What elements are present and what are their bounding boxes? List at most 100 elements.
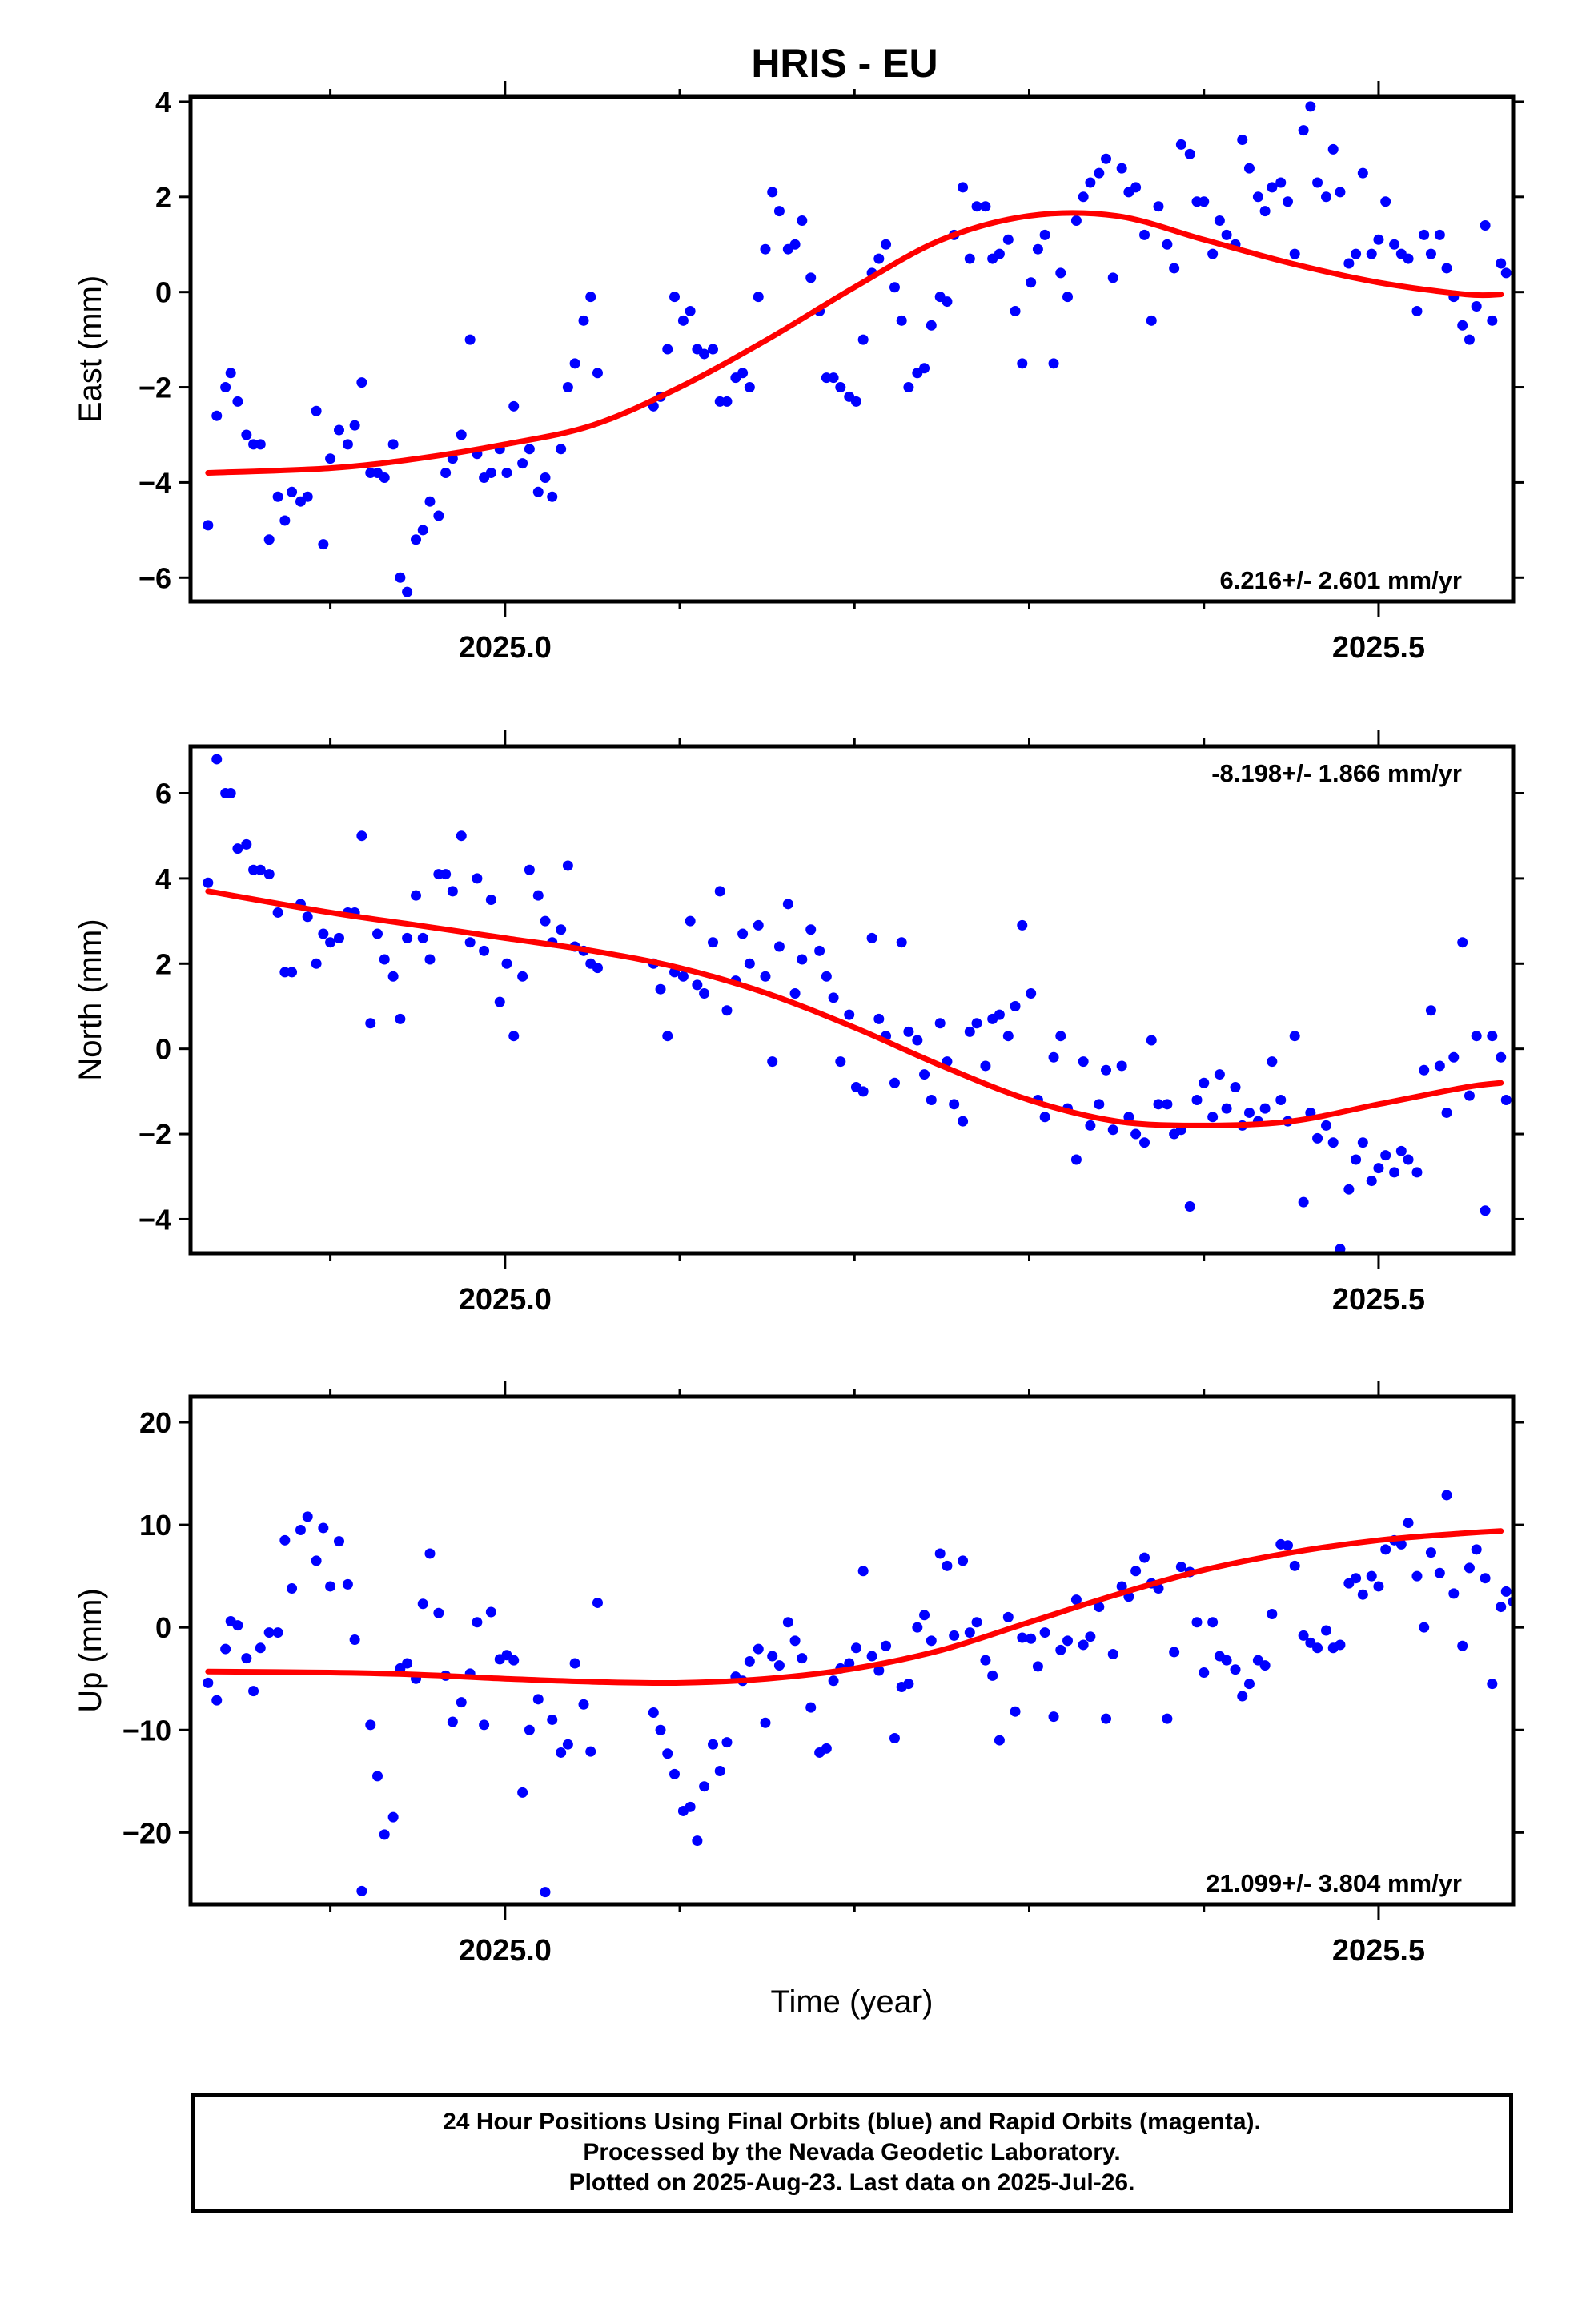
data-point <box>1184 1200 1195 1212</box>
data-point <box>402 586 413 597</box>
data-point <box>980 201 991 212</box>
data-point <box>699 988 710 999</box>
data-point <box>232 396 243 407</box>
data-point <box>433 510 444 521</box>
data-point <box>203 1677 214 1688</box>
data-point <box>1237 134 1248 145</box>
data-point <box>578 1699 589 1710</box>
data-point <box>1107 272 1118 283</box>
data-point <box>1002 1031 1014 1042</box>
data-point <box>1457 1640 1468 1651</box>
data-point <box>789 239 801 250</box>
data-point <box>669 292 680 303</box>
data-point <box>903 382 914 393</box>
data-point <box>1487 1679 1498 1690</box>
data-point <box>1441 263 1452 274</box>
data-point <box>1480 1573 1491 1584</box>
data-point <box>714 886 725 897</box>
data-point <box>1464 1090 1475 1101</box>
data-point <box>472 873 483 884</box>
y-tick-label: 6 <box>155 778 171 810</box>
data-point <box>1243 1679 1255 1690</box>
data-point <box>1259 206 1271 217</box>
data-point <box>1214 215 1225 227</box>
data-point <box>994 1735 1005 1746</box>
data-point <box>372 1771 383 1782</box>
data-point <box>1175 1562 1186 1573</box>
data-point <box>395 572 406 583</box>
data-point <box>1184 148 1195 159</box>
data-point <box>1169 263 1180 274</box>
data-point <box>903 1679 914 1690</box>
data-point <box>1267 1056 1278 1068</box>
data-point <box>744 1655 755 1667</box>
data-point <box>524 864 535 875</box>
data-point <box>692 979 703 991</box>
data-point <box>1480 1205 1491 1216</box>
data-point <box>1199 1077 1210 1088</box>
chart-title: HRIS - EU <box>751 41 938 86</box>
data-point <box>896 937 907 948</box>
data-point <box>1162 1099 1173 1110</box>
data-point <box>797 1653 808 1664</box>
data-point <box>980 1060 991 1072</box>
data-point <box>964 1026 975 1037</box>
data-point <box>387 1811 399 1823</box>
data-point <box>655 1724 666 1735</box>
data-point <box>1207 1112 1219 1123</box>
data-point <box>767 1056 778 1068</box>
data-point <box>556 924 567 935</box>
data-point <box>1230 1664 1241 1675</box>
data-point <box>737 928 749 939</box>
data-point <box>387 971 399 982</box>
rate-label: 21.099+/- 3.804 mm/yr <box>1206 1869 1462 1897</box>
fit-curve <box>205 888 1504 1128</box>
data-point <box>926 1095 937 1106</box>
plot-frame <box>188 1394 1516 1907</box>
data-point <box>263 1627 275 1638</box>
data-point <box>964 253 975 264</box>
data-point <box>508 1031 520 1042</box>
data-point <box>1434 1567 1445 1578</box>
data-point <box>287 967 298 978</box>
data-point <box>1380 196 1391 207</box>
data-point <box>225 788 236 799</box>
data-point <box>456 1697 467 1708</box>
panel-1: −6 −4 −2 0 2 4 2025.0 2025.5 East (mm) 6.216+/- 2… <box>73 81 1524 665</box>
y-axis-label: Up (mm) <box>73 1588 108 1713</box>
data-point <box>1312 1132 1323 1144</box>
data-point <box>994 248 1005 259</box>
data-point <box>1411 1570 1423 1582</box>
plot-frame <box>188 94 1516 604</box>
data-point <box>753 292 764 303</box>
data-point <box>447 1716 458 1727</box>
data-point <box>248 1686 259 1697</box>
data-point <box>1162 239 1173 250</box>
data-point <box>828 1675 839 1687</box>
data-point <box>1062 292 1074 303</box>
data-point <box>850 1642 861 1654</box>
data-point <box>1199 1667 1210 1679</box>
data-point <box>677 315 689 326</box>
data-point <box>844 1658 855 1669</box>
data-point <box>263 869 275 880</box>
data-point <box>1275 1095 1287 1106</box>
data-point <box>365 1719 376 1731</box>
data-point <box>464 937 476 948</box>
data-point <box>433 1607 444 1618</box>
plot-frame <box>188 744 1516 1256</box>
data-point <box>395 1013 406 1024</box>
data-point <box>1002 234 1014 245</box>
data-point <box>1403 1154 1414 1165</box>
data-point <box>1267 1609 1278 1620</box>
data-point <box>1305 101 1316 112</box>
data-point <box>225 368 236 379</box>
data-point <box>255 864 266 875</box>
data-point <box>279 1534 291 1546</box>
y-tick-label: −2 <box>139 372 171 404</box>
data-point <box>797 215 808 227</box>
data-point <box>1116 1581 1127 1592</box>
data-point <box>1055 1644 1066 1655</box>
data-point <box>1464 1562 1475 1574</box>
data-point <box>685 1801 696 1812</box>
